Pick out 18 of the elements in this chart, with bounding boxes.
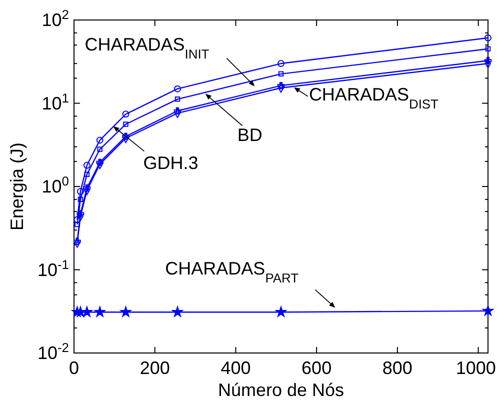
x-axis-title: Número de Nós bbox=[218, 380, 344, 400]
x-tick-label: 600 bbox=[302, 358, 332, 378]
x-tick-label: 800 bbox=[382, 358, 412, 378]
annotation: BD bbox=[237, 124, 262, 145]
annotation: GDH.3 bbox=[143, 153, 198, 174]
x-tick-label: 400 bbox=[220, 358, 251, 378]
y-tick-label: 10$^{-1}$ bbox=[37, 256, 69, 280]
y-tick-label: 10$^{2}$ bbox=[42, 6, 69, 30]
x-tick-label: 0 bbox=[68, 358, 80, 378]
y-tick-label: 10$^{0}$ bbox=[42, 173, 69, 196]
x-tick-label: 200 bbox=[140, 358, 170, 378]
y-axis-title: Energia (J) bbox=[7, 142, 27, 231]
y-tick-label: 10$^{1}$ bbox=[42, 90, 69, 114]
x-tick-label: 1000 bbox=[456, 358, 496, 378]
annotation: CHARADAS$_{PART}$ bbox=[165, 258, 299, 286]
y-tick-label: 10$^{-2}$ bbox=[37, 340, 69, 363]
annotation: CHARADAS$_{DIST}$ bbox=[308, 84, 439, 111]
annotation: CHARADAS$_{INIT}$ bbox=[84, 34, 210, 61]
